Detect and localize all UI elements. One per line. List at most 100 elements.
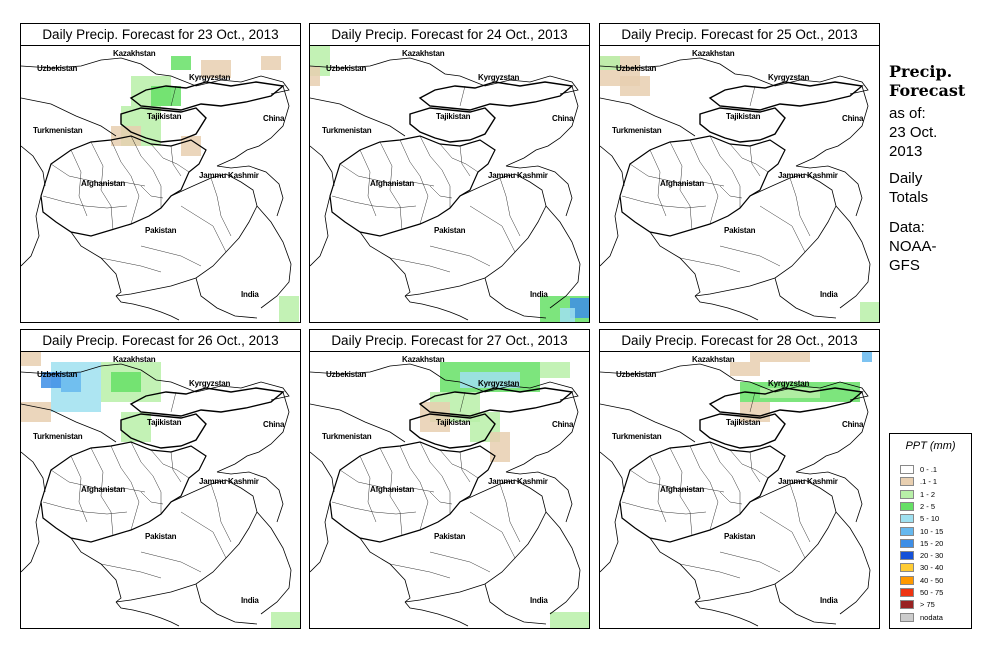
legend-swatch <box>900 489 914 499</box>
legend-label: 2 - 5 <box>920 501 936 511</box>
label-india: India <box>820 290 838 299</box>
precip-cell <box>730 362 760 376</box>
map: Kazakhstan Uzbekistan Kyrgyzstan Tajikis… <box>21 352 300 628</box>
panel-title: Daily Precip. Forecast for 25 Oct., 2013 <box>600 24 879 46</box>
label-uzbekistan: Uzbekistan <box>616 370 657 379</box>
precip-cell <box>279 296 299 322</box>
label-india: India <box>530 596 548 605</box>
label-uzbekistan: Uzbekistan <box>37 64 78 73</box>
map: Kazakhstan Uzbekistan Kyrgyzstan Tajikis… <box>600 46 879 322</box>
map: Kazakhstan Uzbekistan Kyrgyzstan Tajikis… <box>310 46 589 322</box>
label-afghanistan: Afghanistan <box>660 485 705 494</box>
precip-overlay <box>420 362 589 628</box>
label-afghanistan: Afghanistan <box>660 179 705 188</box>
label-tajikistan: Tajikistan <box>726 112 761 121</box>
label-kyrgyzstan: Kyrgyzstan <box>189 73 231 82</box>
legend-label: 1 - 2 <box>920 489 936 499</box>
label-kazakhstan: Kazakhstan <box>113 355 156 364</box>
country-borders <box>600 363 871 627</box>
panel-title: Daily Precip. Forecast for 23 Oct., 2013 <box>21 24 300 46</box>
province-borders <box>331 391 521 579</box>
legend-swatch <box>900 600 914 610</box>
label-tajikistan: Tajikistan <box>147 418 182 427</box>
map-svg <box>600 352 872 627</box>
label-china: China <box>263 114 285 123</box>
map-svg <box>21 352 300 628</box>
province-borders <box>621 85 811 273</box>
label-kyrgyzstan: Kyrgyzstan <box>478 379 520 388</box>
label-kyrgyzstan: Kyrgyzstan <box>768 379 810 388</box>
precip-cell <box>420 402 450 432</box>
label-tajikistan: Tajikistan <box>436 418 471 427</box>
map-svg <box>21 56 299 322</box>
label-uzbekistan: Uzbekistan <box>616 64 657 73</box>
forecast-panel-4: Daily Precip. Forecast for 26 Oct., 2013 <box>20 329 301 629</box>
precip-cell <box>121 412 151 442</box>
province-borders <box>42 391 232 579</box>
precip-cell <box>310 66 320 86</box>
country-borders <box>310 57 581 321</box>
label-kyrgyzstan: Kyrgyzstan <box>478 73 520 82</box>
precip-cell <box>862 352 872 362</box>
asof-line2: 23 Oct. <box>889 124 938 141</box>
label-pakistan: Pakistan <box>724 532 756 541</box>
precip-cell <box>21 402 51 422</box>
label-india: India <box>820 596 838 605</box>
label-kazakhstan: Kazakhstan <box>402 355 445 364</box>
map-svg <box>310 46 589 322</box>
label-china: China <box>263 420 285 429</box>
label-afghanistan: Afghanistan <box>370 485 415 494</box>
forecast-panel-6: Daily Precip. Forecast for 28 Oct., 2013 <box>599 329 880 629</box>
legend-label: 15 - 20 <box>920 538 944 548</box>
map-svg <box>600 56 879 322</box>
legend-swatch <box>900 538 914 548</box>
label-kyrgyzstan: Kyrgyzstan <box>768 73 810 82</box>
label-turkmenistan: Turkmenistan <box>33 432 83 441</box>
label-pakistan: Pakistan <box>724 226 756 235</box>
label-jammu-kashmir: Jammu Kashmir <box>488 477 548 486</box>
precip-cell <box>61 372 81 392</box>
label-kazakhstan: Kazakhstan <box>113 49 156 58</box>
label-china: China <box>842 420 864 429</box>
data-line3: GFS <box>889 257 920 274</box>
legend-swatch <box>900 526 914 536</box>
map: Kazakhstan Uzbekistan Kyrgyzstan Tajikis… <box>310 352 589 628</box>
asof-line1: as of: <box>889 105 926 122</box>
label-pakistan: Pakistan <box>434 226 466 235</box>
legend-swatch <box>900 514 914 524</box>
precip-cell <box>550 612 589 628</box>
province-borders <box>621 391 811 579</box>
label-jammu-kashmir: Jammu Kashmir <box>778 477 838 486</box>
label-afghanistan: Afghanistan <box>81 179 126 188</box>
label-uzbekistan: Uzbekistan <box>37 370 78 379</box>
label-turkmenistan: Turkmenistan <box>322 432 372 441</box>
label-jammu-kashmir: Jammu Kashmir <box>199 477 259 486</box>
precip-cell <box>151 86 181 106</box>
label-afghanistan: Afghanistan <box>81 485 126 494</box>
precip-cell <box>540 362 570 378</box>
forecast-panel-2: Daily Precip. Forecast for 24 Oct., 2013 <box>309 23 590 323</box>
label-india: India <box>241 290 259 299</box>
label-tajikistan: Tajikistan <box>147 112 182 121</box>
legend-label: 40 - 50 <box>920 575 944 585</box>
label-kyrgyzstan: Kyrgyzstan <box>189 379 231 388</box>
forecast-panel-5: Daily Precip. Forecast for 27 Oct., 2013 <box>309 329 590 629</box>
label-pakistan: Pakistan <box>145 226 177 235</box>
precip-cell <box>201 60 231 78</box>
label-turkmenistan: Turkmenistan <box>612 126 662 135</box>
daily-line1: Daily <box>889 170 923 187</box>
legend-swatch <box>900 501 914 511</box>
label-kazakhstan: Kazakhstan <box>402 49 445 58</box>
province-borders <box>331 85 521 273</box>
map: Kazakhstan Uzbekistan Kyrgyzstan Tajikis… <box>21 46 300 322</box>
label-pakistan: Pakistan <box>145 532 177 541</box>
precip-cell <box>760 388 820 398</box>
side-info: Precip. Forecast as of: 23 Oct. 2013 Dai… <box>889 62 965 275</box>
legend-swatch <box>900 563 914 573</box>
forecast-panel-3: Daily Precip. Forecast for 25 Oct., 2013 <box>599 23 880 323</box>
label-turkmenistan: Turkmenistan <box>33 126 83 135</box>
data-line2: NOAA- <box>889 238 937 255</box>
legend-label: 5 - 10 <box>920 514 940 524</box>
precip-cell <box>860 302 879 322</box>
precip-overlay <box>21 352 300 628</box>
